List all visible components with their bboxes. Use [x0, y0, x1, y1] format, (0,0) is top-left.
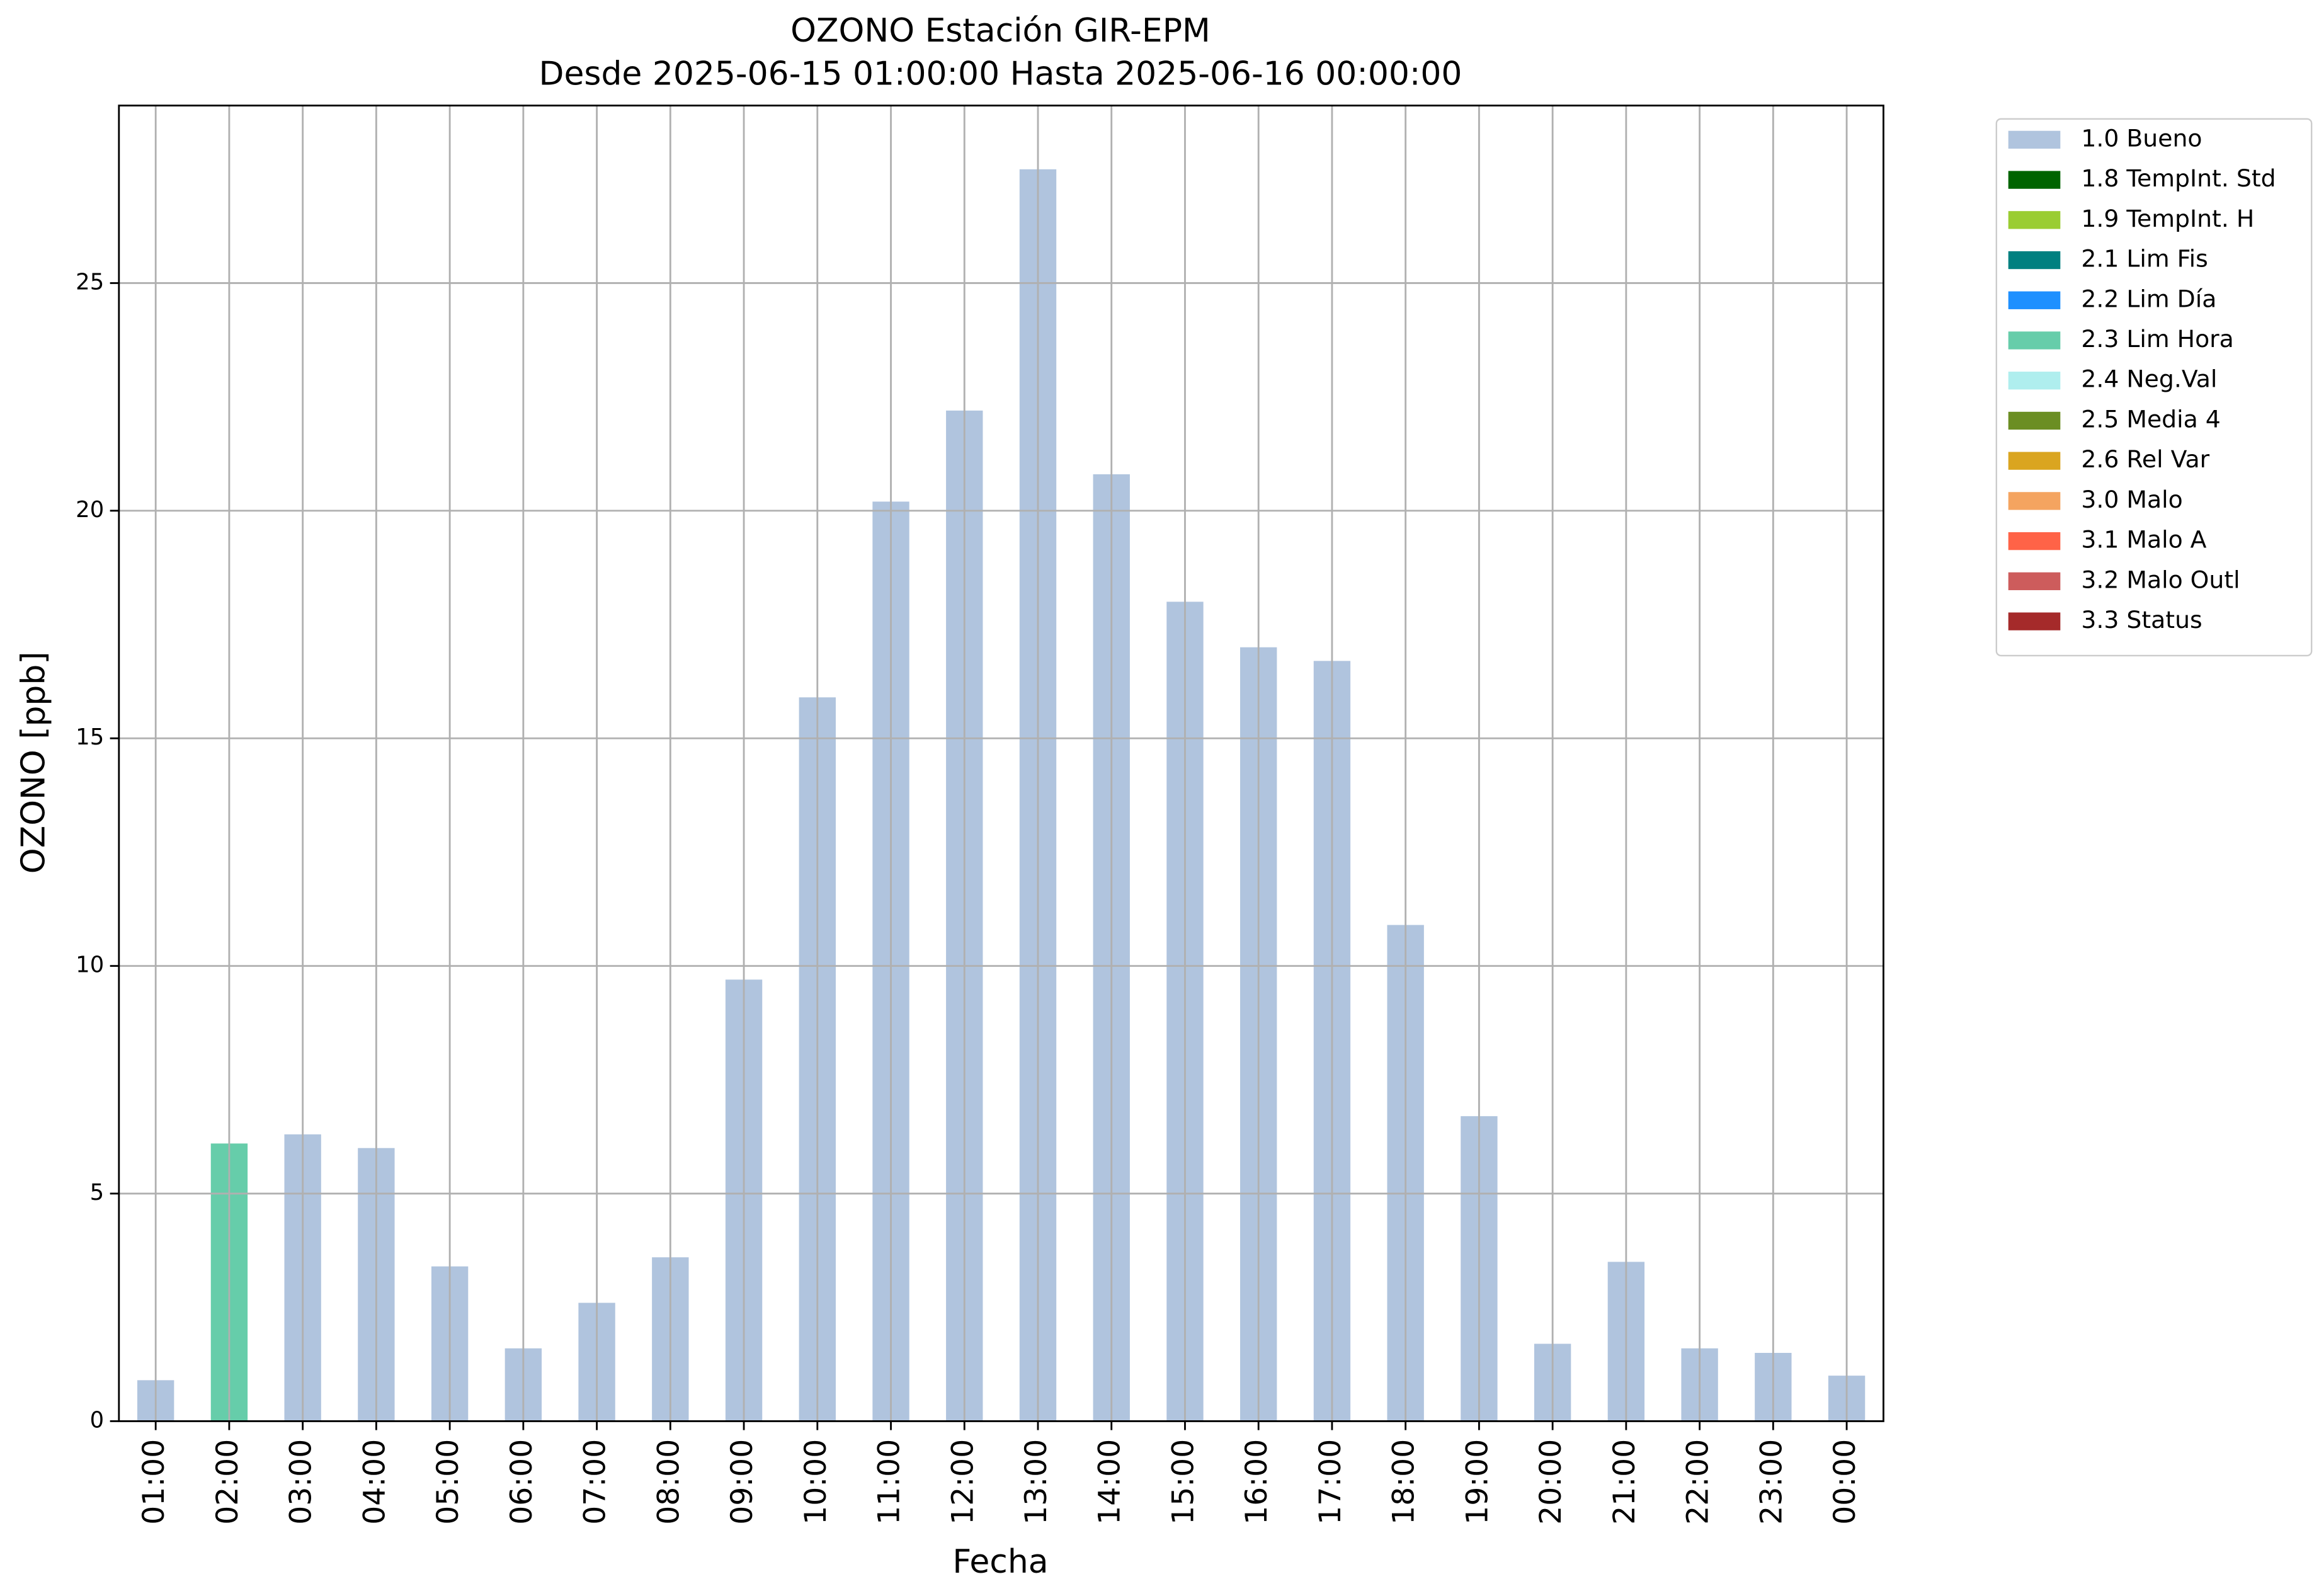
- x-tick-label: 18:00: [1387, 1439, 1422, 1525]
- x-tick-label: 12:00: [945, 1439, 980, 1525]
- x-tick-label: 05:00: [431, 1439, 465, 1525]
- x-tick-label: 20:00: [1534, 1439, 1568, 1525]
- x-tick-label: 06:00: [504, 1439, 539, 1525]
- legend-swatch: [2008, 130, 2061, 149]
- x-tick-label: 08:00: [651, 1439, 686, 1525]
- x-tick-label: 23:00: [1754, 1439, 1789, 1525]
- legend-swatch: [2008, 171, 2061, 189]
- x-tick-label: 15:00: [1166, 1439, 1200, 1525]
- y-tick-label: 25: [76, 269, 104, 295]
- legend-swatch: [2008, 251, 2061, 270]
- legend-swatch: [2008, 532, 2061, 550]
- legend-swatch: [2008, 411, 2061, 430]
- legend-swatch: [2008, 612, 2061, 630]
- legend-label: 3.1 Malo A: [2081, 526, 2206, 554]
- legend-swatch: [2008, 372, 2061, 390]
- legend-label: 2.5 Media 4: [2081, 405, 2220, 433]
- x-axis-label: Fecha: [952, 1543, 1048, 1581]
- legend-swatch: [2008, 572, 2061, 591]
- x-tick-label: 13:00: [1019, 1439, 1054, 1525]
- x-tick-label: 07:00: [578, 1439, 613, 1525]
- y-axis-label: OZONO [ppb]: [15, 651, 53, 874]
- y-tick-label: 20: [76, 497, 104, 523]
- x-tick-label: 03:00: [284, 1439, 319, 1525]
- y-tick-label: 5: [90, 1180, 105, 1206]
- x-tick-label: 17:00: [1313, 1439, 1348, 1525]
- y-tick-label: 0: [90, 1407, 105, 1433]
- chart-subtitle: Desde 2025-06-15 01:00:00 Hasta 2025-06-…: [538, 55, 1462, 93]
- x-tick-label: 19:00: [1460, 1439, 1495, 1525]
- legend-label: 1.8 TempInt. Std: [2081, 164, 2276, 192]
- legend-swatch: [2008, 211, 2061, 229]
- x-tick-label: 04:00: [357, 1439, 392, 1525]
- legend-label: 2.4 Neg.Val: [2081, 365, 2217, 393]
- x-tick-label: 09:00: [725, 1439, 760, 1525]
- x-tick-label: 10:00: [799, 1439, 833, 1525]
- x-tick-label: 11:00: [872, 1439, 907, 1525]
- x-tick-label: 16:00: [1239, 1439, 1274, 1525]
- legend-swatch: [2008, 291, 2061, 309]
- legend-swatch: [2008, 331, 2061, 350]
- legend-label: 3.0 Malo: [2081, 486, 2182, 513]
- legend-label: 1.0 Bueno: [2081, 124, 2202, 152]
- legend-swatch: [2008, 452, 2061, 470]
- x-tick-label: 00:00: [1828, 1439, 1862, 1525]
- chart-title: OZONO Estación GIR-EPM: [790, 12, 1211, 50]
- x-tick-label: 14:00: [1093, 1439, 1127, 1525]
- legend-label: 3.3 Status: [2081, 606, 2202, 634]
- legend-swatch: [2008, 492, 2061, 510]
- legend-label: 1.9 TempInt. H: [2081, 205, 2254, 232]
- x-tick-label: 21:00: [1607, 1439, 1642, 1525]
- legend-label: 2.6 Rel Var: [2081, 445, 2209, 473]
- legend-label: 2.1 Lim Fis: [2081, 245, 2208, 273]
- y-tick-label: 10: [76, 952, 104, 978]
- legend-box: [1995, 118, 2313, 657]
- x-tick-label: 02:00: [210, 1439, 245, 1525]
- legend-label: 3.2 Malo Outl: [2081, 566, 2240, 593]
- y-tick-label: 15: [76, 724, 104, 750]
- legend-label: 2.3 Lim Hora: [2081, 325, 2233, 353]
- x-tick-label: 22:00: [1681, 1439, 1716, 1525]
- legend-label: 2.2 Lim Día: [2081, 285, 2216, 312]
- plot-frame: [118, 105, 1884, 1422]
- x-tick-label: 01:00: [137, 1439, 171, 1525]
